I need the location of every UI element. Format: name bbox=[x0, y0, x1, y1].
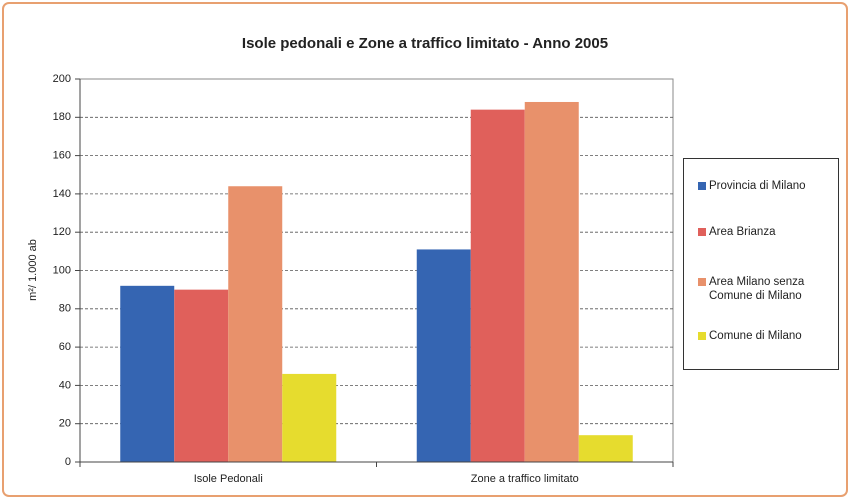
y-tick-label: 180 bbox=[53, 111, 71, 123]
y-tick-label: 160 bbox=[53, 150, 71, 162]
legend-item: Provincia di Milano bbox=[698, 179, 838, 193]
legend-swatch bbox=[698, 278, 706, 286]
legend-swatch bbox=[698, 228, 706, 236]
legend-item: Area Milano senza Comune di Milano bbox=[698, 275, 838, 303]
y-tick-label: 120 bbox=[53, 226, 71, 238]
y-tick-label: 200 bbox=[53, 73, 71, 85]
bar bbox=[416, 249, 471, 462]
legend-swatch bbox=[698, 182, 706, 190]
y-axis-label: m²/ 1.000 ab bbox=[27, 239, 39, 301]
y-tick-label: 140 bbox=[53, 188, 71, 200]
legend-label: Area Milano senza Comune di Milano bbox=[709, 276, 805, 302]
legend-swatch bbox=[698, 332, 706, 340]
bar bbox=[120, 285, 175, 462]
x-tick-label: Zone a traffico limitato bbox=[471, 473, 579, 485]
bar bbox=[282, 373, 337, 462]
y-tick-label: 100 bbox=[53, 264, 71, 276]
legend: Provincia di Milano Area Brianza Area Mila… bbox=[683, 158, 839, 370]
y-tick-label: 60 bbox=[59, 341, 71, 353]
bar bbox=[524, 101, 579, 462]
legend-label: Comune di Milano bbox=[709, 330, 802, 342]
bar bbox=[578, 435, 633, 462]
x-tick-label: Isole Pedonali bbox=[194, 473, 263, 485]
legend-item: Comune di Milano bbox=[698, 329, 838, 343]
bar bbox=[470, 109, 525, 462]
legend-label: Area Brianza bbox=[709, 226, 776, 238]
bar bbox=[228, 186, 283, 463]
y-tick-label: 20 bbox=[59, 418, 71, 430]
y-tick-label: 40 bbox=[59, 379, 71, 391]
chart-title: Isole pedonali e Zone a traffico limitat… bbox=[242, 35, 608, 52]
y-tick-label: 0 bbox=[65, 456, 71, 468]
bar bbox=[174, 289, 229, 462]
legend-item: Area Brianza bbox=[698, 225, 838, 239]
legend-label: Provincia di Milano bbox=[709, 180, 806, 192]
y-tick-label: 80 bbox=[59, 303, 71, 315]
